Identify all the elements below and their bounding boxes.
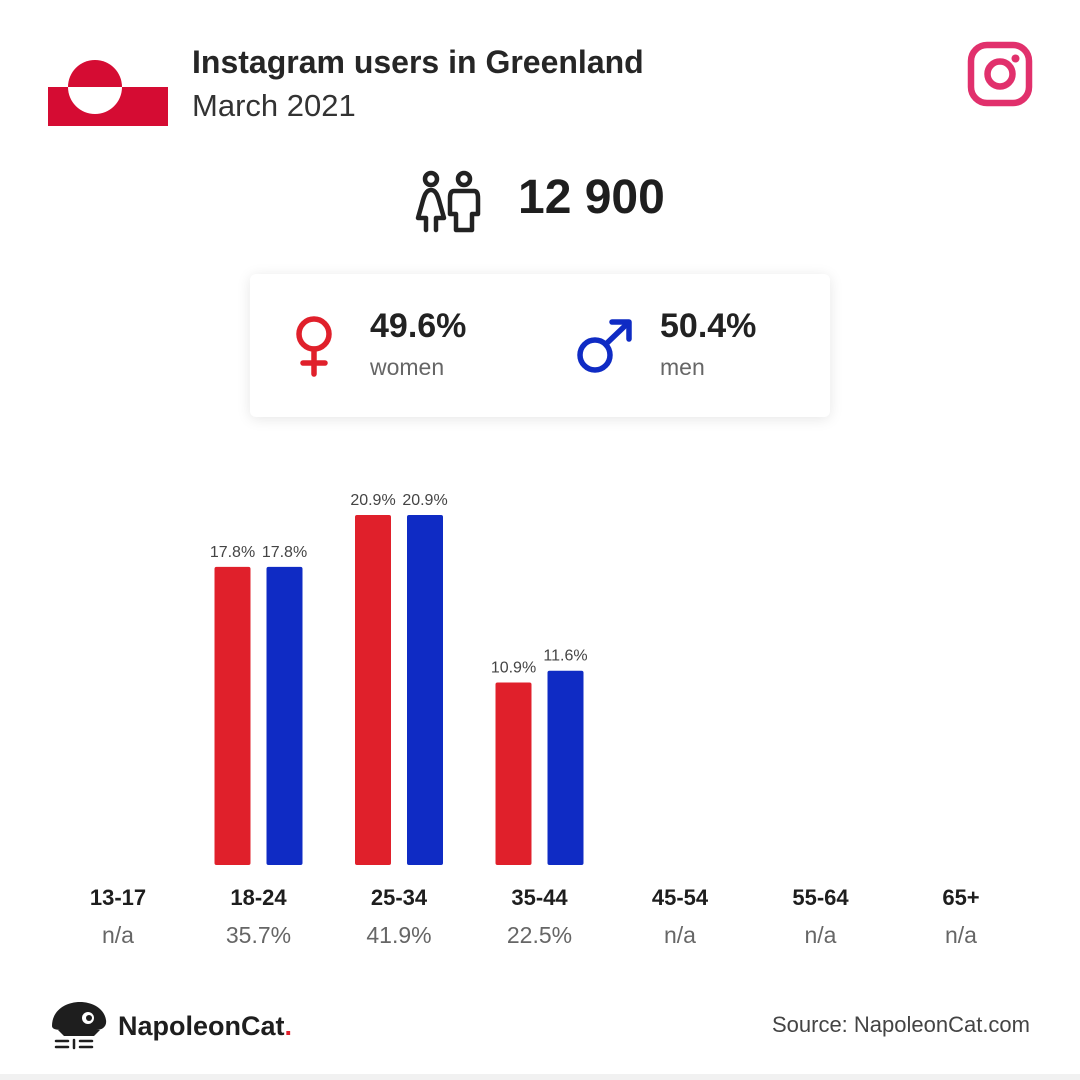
bar-men-35-44 <box>547 670 584 865</box>
brand-name-dot: . <box>284 1011 293 1041</box>
female-symbol-icon <box>296 316 332 377</box>
data-label-women-35-44: 10.9% <box>491 659 536 676</box>
women-label: women <box>370 354 445 380</box>
greenland-flag-icon <box>48 48 168 126</box>
age-gender-bar-chart: 13-17 n/a 17.8% 17.8% 18-24 35.7% 20.9% 20.9% 25… <box>90 492 980 948</box>
data-label-men-18-24: 17.8% <box>262 544 307 561</box>
bar-women-25-34 <box>355 515 391 865</box>
instagram-icon <box>967 41 1033 107</box>
napoleoncat-logo-icon <box>52 1002 107 1050</box>
data-label-women-25-34: 20.9% <box>350 492 395 509</box>
tick-label-45-54: 45-54 <box>652 885 709 910</box>
category-total-55-64: n/a <box>805 922 837 948</box>
data-label-men-35-44: 11.6% <box>543 648 587 665</box>
men-share-value: 50.4% <box>660 307 757 345</box>
users-icon <box>415 170 481 233</box>
bar-women-18-24 <box>214 566 251 865</box>
category-total-13-17: n/a <box>102 922 134 948</box>
gender-breakdown-card: 49.6% women 50.4% men <box>250 274 830 417</box>
brand-name-text: NapoleonCat <box>118 1011 285 1041</box>
category-total-25-34: 41.9% <box>366 922 431 948</box>
brand-name: NapoleonCat. <box>118 1011 292 1042</box>
tick-label-25-34: 25-34 <box>371 885 428 910</box>
tick-label-35-44: 35-44 <box>511 885 568 910</box>
page-subtitle: March 2021 <box>192 88 356 123</box>
source-credit: Source: NapoleonCat.com <box>771 1012 1030 1037</box>
tick-label-55-64: 55-64 <box>792 885 849 910</box>
category-total-35-44: 22.5% <box>507 922 572 948</box>
women-share-value: 49.6% <box>370 307 467 345</box>
men-label: men <box>660 354 705 380</box>
tick-label-65+: 65+ <box>942 885 979 910</box>
data-label-men-25-34: 20.9% <box>402 492 447 509</box>
category-total-45-54: n/a <box>664 922 696 948</box>
category-total-65+: n/a <box>945 922 977 948</box>
data-label-women-18-24: 17.8% <box>210 544 255 561</box>
page-title: Instagram users in Greenland <box>192 44 644 80</box>
total-users-value: 12 900 <box>518 171 665 224</box>
tick-label-18-24: 18-24 <box>230 885 287 910</box>
category-total-18-24: 35.7% <box>226 922 291 948</box>
bar-women-35-44 <box>495 682 532 865</box>
bar-men-25-34 <box>407 515 443 865</box>
bar-men-18-24 <box>266 566 303 865</box>
male-symbol-icon <box>577 319 632 373</box>
bottom-divider <box>0 1074 1080 1080</box>
tick-label-13-17: 13-17 <box>90 885 146 910</box>
